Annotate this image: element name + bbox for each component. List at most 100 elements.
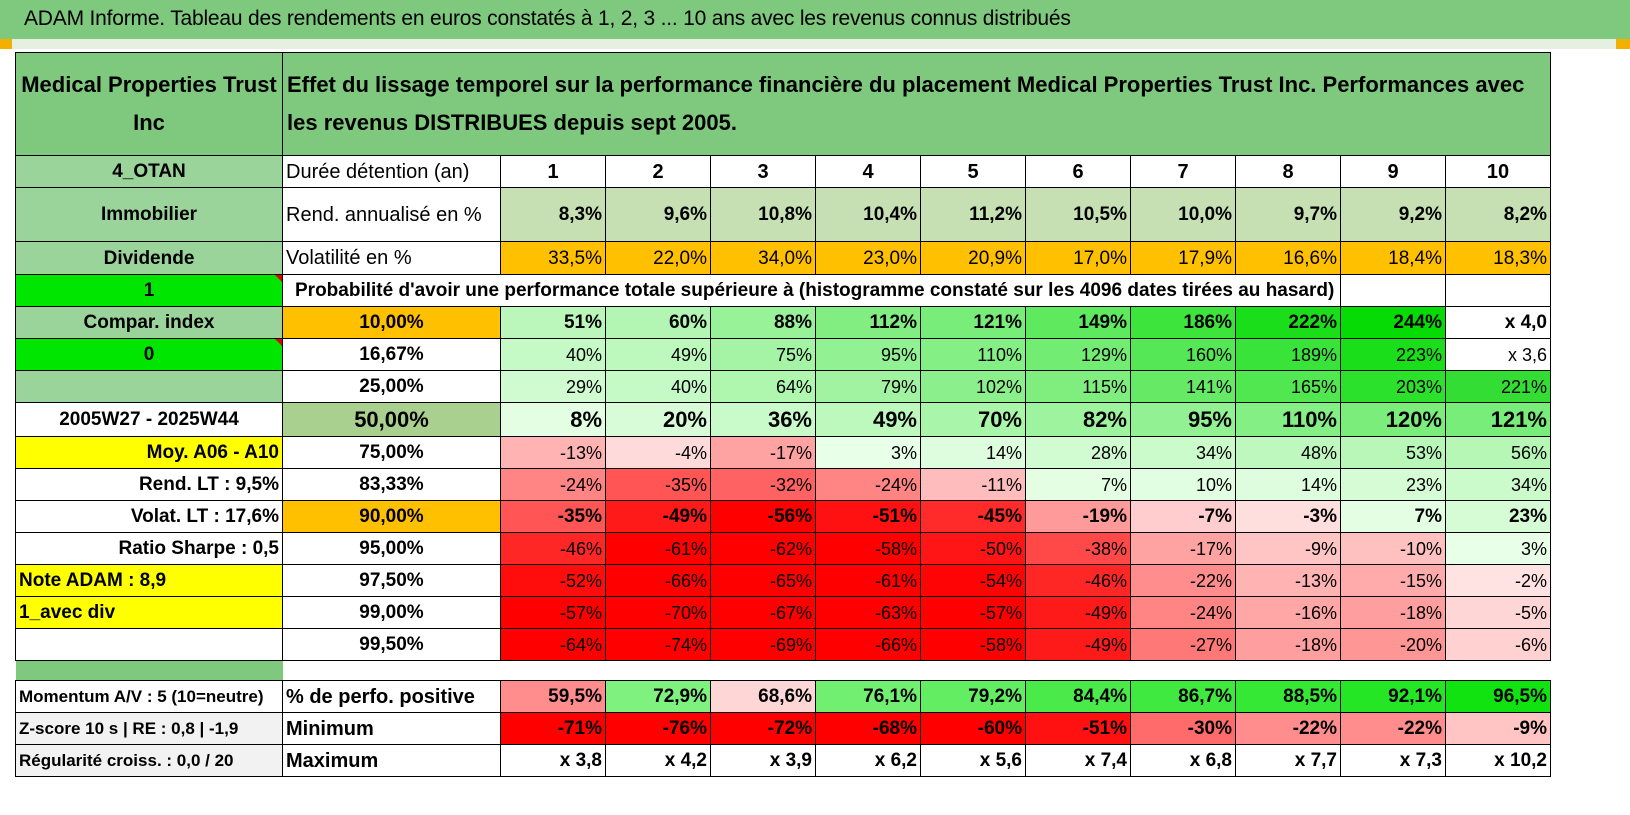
quantile-value: 110% — [1235, 402, 1341, 437]
summary-label: Maximum — [282, 744, 501, 777]
quantile-row: Note ADAM : 8,9 97,50% -52% -66% -65% -61% -54… — [15, 564, 1551, 597]
report-title: ADAM Informe. Tableau des rendements en … — [24, 7, 1071, 30]
quantile-value: -16% — [1235, 596, 1341, 629]
quantile-value: 49% — [815, 402, 921, 437]
quantile-value: -38% — [1025, 532, 1131, 565]
quantile-value: -20% — [1340, 628, 1446, 661]
quantile-label: 95,00% — [282, 532, 501, 565]
quantile-value: -63% — [815, 596, 921, 629]
sector-label: Immobilier — [15, 187, 283, 242]
volatility-row: Dividende Volatilité en % 33,5% 22,0% 34,0… — [15, 241, 1551, 275]
summary-value: 59,5% — [500, 680, 606, 713]
quantile-value: -18% — [1235, 628, 1341, 661]
quantile-value: -67% — [710, 596, 816, 629]
summary-value: x 7,3 — [1340, 744, 1446, 777]
quantile-value: 8% — [500, 402, 606, 437]
quantile-value: 112% — [815, 306, 921, 339]
quantile-value: -57% — [500, 596, 606, 629]
summary-value: -51% — [1025, 712, 1131, 745]
quantile-value: 51% — [500, 306, 606, 339]
summary-value: 96,5% — [1445, 680, 1551, 713]
summary-value: x 5,6 — [920, 744, 1026, 777]
summary-value: -9% — [1445, 712, 1551, 745]
quantile-value: -32% — [710, 468, 816, 501]
fund-description: Effet du lissage temporel sur la perform… — [282, 52, 1551, 156]
quantile-value: -6% — [1445, 628, 1551, 661]
quantile-label: 25,00% — [282, 370, 501, 403]
quantile-value: 3% — [815, 436, 921, 469]
empty-cell — [1445, 274, 1551, 307]
quantile-value: -58% — [920, 628, 1026, 661]
header-row: Medical Properties Trust Inc Effet du li… — [15, 52, 1551, 156]
quantile-label: 97,50% — [282, 564, 501, 597]
summary-value: 92,1% — [1340, 680, 1446, 713]
quantile-label: 99,00% — [282, 596, 501, 629]
quantile-value: 121% — [1445, 402, 1551, 437]
quantile-value: -56% — [710, 500, 816, 533]
quantile-value: -13% — [1235, 564, 1341, 597]
summary-value: 76,1% — [815, 680, 921, 713]
quantile-value: 186% — [1130, 306, 1236, 339]
quantile-value: 95% — [1130, 402, 1236, 437]
summary-value: -30% — [1130, 712, 1236, 745]
quantile-value: -49% — [1025, 596, 1131, 629]
quantile-value: -49% — [1025, 628, 1131, 661]
quantile-value: 95% — [815, 338, 921, 371]
quantile-value: 14% — [920, 436, 1026, 469]
annual-return-value: 8,2% — [1445, 187, 1551, 242]
quantile-value: -58% — [815, 532, 921, 565]
quantile-value: 149% — [1025, 306, 1131, 339]
summary-row: Momentum A/V : 5 (10=neutre)% de perfo. … — [15, 680, 1551, 713]
summary-value: x 7,7 — [1235, 744, 1341, 777]
quantile-value: -50% — [920, 532, 1026, 565]
quantile-value: -54% — [920, 564, 1026, 597]
spacer-row — [15, 660, 1551, 681]
quantile-value: 40% — [605, 370, 711, 403]
annual-return-value: 9,7% — [1235, 187, 1341, 242]
quantile-value: 165% — [1235, 370, 1341, 403]
sheet-frame: Medical Properties Trust Inc Effet du li… — [12, 49, 1616, 815]
quantile-label: 90,00% — [282, 500, 501, 533]
summary-value: -60% — [920, 712, 1026, 745]
quantile-value: 20% — [605, 402, 711, 437]
year-header: 9 — [1340, 155, 1446, 188]
quantile-value: -57% — [920, 596, 1026, 629]
summary-value: 79,2% — [920, 680, 1026, 713]
quantile-value: -64% — [500, 628, 606, 661]
quantile-value: -35% — [605, 468, 711, 501]
probability-caption: Probabilité d'avoir une performance tota… — [282, 274, 1341, 307]
annual-return-value: 8,3% — [500, 187, 606, 242]
quantile-value: -9% — [1235, 532, 1341, 565]
empty-label — [15, 628, 283, 661]
quantile-label: 16,67% — [282, 338, 501, 371]
volatility-value: 18,3% — [1445, 241, 1551, 275]
quantile-row: Ratio Sharpe : 0,5 95,00% -46% -61% -62% -58%… — [15, 532, 1551, 565]
summary-value: 84,4% — [1025, 680, 1131, 713]
spacer-cell — [283, 661, 1551, 681]
summary-label: % de perfo. positive — [282, 680, 501, 713]
quantile-row: Rend. LT : 9,5% 83,33% -24% -35% -32% -24% -11… — [15, 468, 1551, 501]
quantile-value: -17% — [710, 436, 816, 469]
quantile-row: 1_avec div 99,00% -57% -70% -67% -63% -57% -49%… — [15, 596, 1551, 629]
quantile-value: 7% — [1025, 468, 1131, 501]
quantile-value: 53% — [1340, 436, 1446, 469]
quantile-value: -5% — [1445, 596, 1551, 629]
year-header: 3 — [710, 155, 816, 188]
quantile-value: 82% — [1025, 402, 1131, 437]
quantile-value: 7% — [1340, 500, 1446, 533]
quantile-label: 75,00% — [282, 436, 501, 469]
quantile-value: -24% — [815, 468, 921, 501]
empty-label — [15, 370, 283, 403]
quantile-value: -2% — [1445, 564, 1551, 597]
quantile-value: 203% — [1340, 370, 1446, 403]
quantile-value: 160% — [1130, 338, 1236, 371]
quantile-row: Compar. index 10,00% 51% 60% 88% 112% 121% 149%… — [15, 306, 1551, 339]
quantile-row: 2005W27 - 2025W44 50,00% 8% 20% 36% 49% 70% 82%… — [15, 402, 1551, 437]
right-marker — [1616, 39, 1630, 49]
quantile-value: -11% — [920, 468, 1026, 501]
quantile-value: -27% — [1130, 628, 1236, 661]
quantile-value: 110% — [920, 338, 1026, 371]
year-header: 4 — [815, 155, 921, 188]
volatility-value: 18,4% — [1340, 241, 1446, 275]
sharpe-ratio: Ratio Sharpe : 0,5 — [15, 532, 283, 565]
